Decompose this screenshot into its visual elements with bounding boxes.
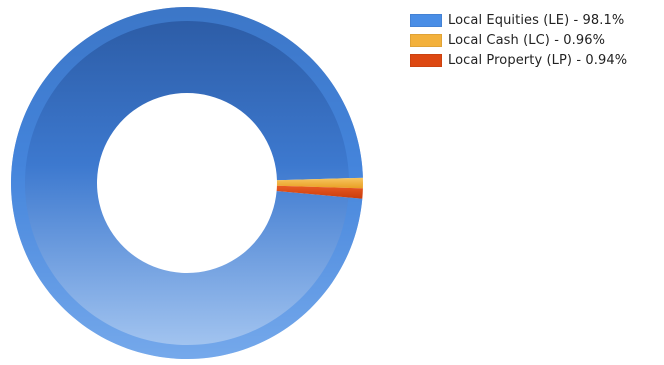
legend-item-local-equities: Local Equities (LE) - 98.1%	[410, 11, 664, 30]
legend-swatch-local-cash	[410, 34, 442, 47]
legend-label-local-equities: Local Equities (LE) - 98.1%	[448, 13, 625, 28]
legend-swatch-local-equities	[410, 14, 442, 27]
slice-local-property[interactable]	[276, 185, 363, 199]
legend-label-local-cash: Local Cash (LC) - 0.96%	[448, 33, 606, 48]
legend-label-local-property: Local Property (LP) - 0.94%	[448, 53, 628, 68]
legend-item-local-property: Local Property (LP) - 0.94%	[410, 51, 664, 70]
slice-local-cash[interactable]	[276, 177, 364, 189]
legend-item-local-cash: Local Cash (LC) - 0.96%	[410, 31, 664, 50]
donut-slices	[11, 7, 364, 360]
legend: Local Equities (LE) - 98.1% Local Cash (…	[410, 11, 664, 71]
slice-local-equities[interactable]	[11, 7, 363, 360]
legend-swatch-local-property	[410, 54, 442, 67]
